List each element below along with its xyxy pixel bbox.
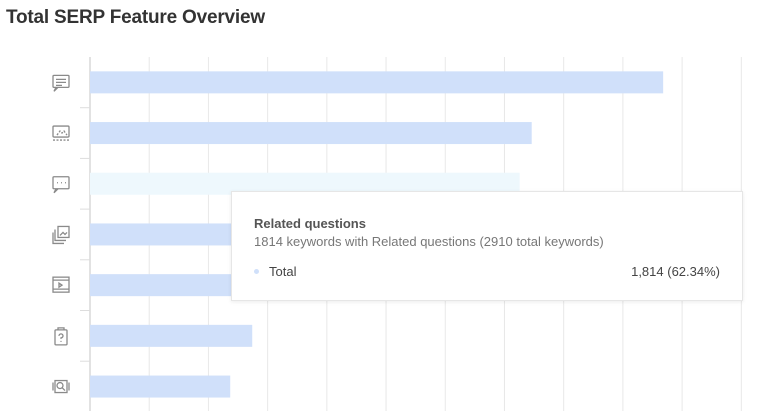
bar-related-questions (90, 172, 520, 195)
tooltip-subtitle: 1814 keywords with Related questions (29… (254, 234, 604, 249)
tooltip: Related questions 1814 keywords with Rel… (231, 191, 743, 301)
tooltip-series-label: Total (269, 264, 297, 279)
bar-images (90, 223, 242, 246)
bar-featured-snippet (90, 71, 664, 94)
bar-reviews (90, 375, 231, 398)
video-icon (52, 276, 70, 293)
bar-faq (90, 324, 253, 347)
chart-title: Total SERP Feature Overview (6, 7, 265, 28)
related-questions-icon (52, 176, 70, 194)
images-icon (52, 225, 70, 245)
tooltip-value: 1,814 (62.34%) (631, 264, 720, 279)
faq-icon (54, 327, 68, 346)
image-pack-icon (52, 125, 70, 141)
bar-image-pack (90, 122, 532, 145)
featured-snippet-icon (52, 74, 70, 92)
reviews-icon (52, 379, 70, 394)
bar-video (90, 274, 247, 297)
tooltip-row: Total 1,814 (62.34%) (254, 264, 720, 279)
tooltip-title: Related questions (254, 216, 366, 231)
series-dot (254, 269, 259, 274)
